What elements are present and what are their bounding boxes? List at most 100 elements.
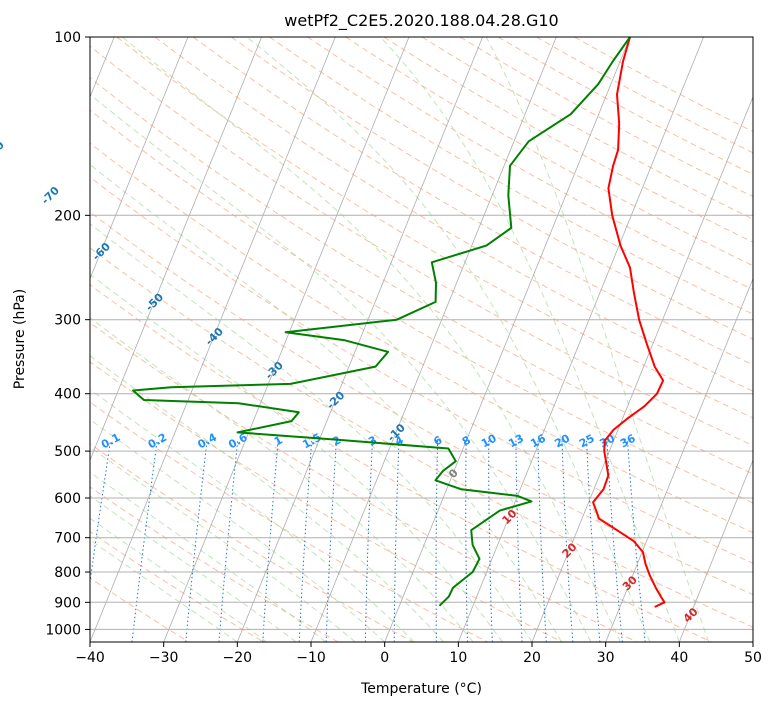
profiles <box>132 37 666 608</box>
y-axis-label: Pressure (hPa) <box>12 289 28 389</box>
mixing-ratio-line <box>218 440 239 642</box>
mixing-ratio-line <box>488 440 493 642</box>
dry-adiabat <box>231 37 753 340</box>
temperature-profile-line <box>592 37 666 608</box>
x-tick-label: 20 <box>523 650 541 666</box>
dry-adiabat <box>307 37 753 291</box>
mixing-ratio-label: 30 <box>597 432 617 451</box>
isotherm-label: -20 <box>324 388 347 411</box>
x-axis-ticks: −40 −30 −20 −10 0 10 20 30 40 50 <box>75 642 762 666</box>
dry-adiabat <box>90 531 264 642</box>
mixing-ratio-label: 10 <box>479 432 499 451</box>
isotherm-label: -50 <box>143 290 166 313</box>
mixing-ratio-label: 0.2 <box>146 431 169 452</box>
mixing-ratio-label: 0.4 <box>196 431 220 452</box>
y-tick-label: 400 <box>54 387 81 403</box>
dry-adiabat <box>90 401 488 642</box>
dry-adiabat <box>90 247 753 628</box>
background-lines <box>90 37 753 642</box>
mixing-ratio-label: 3 <box>366 434 379 449</box>
moist-adiabat <box>90 388 415 642</box>
x-tick-label: −20 <box>223 650 253 666</box>
dry-adiabat <box>90 284 712 642</box>
isotherm-line <box>90 37 336 642</box>
chart-title: wetPf2_C2E5.2020.188.04.28.G10 <box>284 11 558 31</box>
mixing-ratio-label: 36 <box>618 432 638 451</box>
isotherm-label: 0 <box>446 466 461 481</box>
dry-adiabat <box>154 37 753 392</box>
dry-adiabat <box>90 211 753 596</box>
isotherm-line <box>236 37 483 642</box>
x-tick-label: 10 <box>449 650 467 666</box>
dewpoint-profile-line <box>132 37 631 607</box>
mixing-ratio-label: 25 <box>577 432 597 451</box>
moist-adiabat <box>90 495 297 642</box>
isotherm-line <box>678 459 753 642</box>
mixing-ratio-labels: 0.1 0.2 0.4 0.6 1 1.5 2 3 4 6 8 10 13 16 20 25 30 36 <box>99 431 638 452</box>
mixing-ratio-line <box>185 440 208 642</box>
x-tick-label: 0 <box>380 650 389 666</box>
y-tick-label: 900 <box>54 595 81 611</box>
isotherm-label: -30 <box>263 359 286 382</box>
x-tick-label: 50 <box>744 650 762 666</box>
dry-adiabat <box>269 37 753 315</box>
dry-adiabat <box>90 142 753 534</box>
moist-adiabat <box>90 517 268 642</box>
isotherm-label: -40 <box>203 325 226 348</box>
isotherm-line <box>752 640 753 642</box>
dry-adiabat <box>90 109 753 504</box>
isotherm-line <box>310 37 557 642</box>
isotherm-label: -70 <box>39 184 62 207</box>
x-tick-label: 30 <box>597 650 615 666</box>
mixing-ratio-line <box>262 440 279 642</box>
isotherm-line <box>163 37 410 642</box>
dry-adiabat <box>192 37 753 366</box>
y-tick-label: 700 <box>54 531 81 547</box>
moist-adiabat <box>90 223 533 642</box>
mixing-ratio-line <box>537 440 547 642</box>
mixing-ratio-label: 13 <box>506 432 526 451</box>
moist-adiabat <box>90 273 503 642</box>
mixing-ratio-line <box>325 440 337 642</box>
mixing-ratio-line <box>90 440 111 586</box>
y-tick-label: 600 <box>54 491 81 507</box>
moist-adiabat <box>485 37 710 642</box>
mixing-ratio-line <box>465 440 468 642</box>
moist-adiabat <box>90 418 386 642</box>
y-tick-label: 100 <box>54 30 81 46</box>
moist-adiabat <box>90 539 238 642</box>
x-tick-label: −10 <box>296 650 326 666</box>
dry-adiabat <box>116 37 753 419</box>
mixing-ratio-label: 0.1 <box>99 431 122 452</box>
isotherm-label: -60 <box>90 240 113 263</box>
isotherm-line <box>90 37 262 462</box>
y-tick-label: 500 <box>54 444 81 460</box>
isotherm-label: -80 <box>0 138 7 161</box>
mixing-ratio-label: 6 <box>431 433 444 448</box>
moist-adiabat <box>380 37 680 642</box>
isotherm-label: 40 <box>681 605 701 625</box>
dry-adiabat <box>574 37 753 133</box>
moist-adiabat <box>90 446 356 642</box>
mixing-ratio-line <box>586 440 601 642</box>
dry-adiabat <box>90 45 753 447</box>
moist-adiabat <box>90 163 562 642</box>
isotherm-line <box>384 37 631 642</box>
y-tick-label: 1000 <box>45 622 81 638</box>
moist-adiabat <box>90 317 474 642</box>
mixing-ratio-label: 8 <box>460 434 473 449</box>
plot-frame <box>89 36 754 643</box>
isotherm-line <box>457 37 704 642</box>
pressure-gridlines <box>90 37 753 630</box>
moist-adiabat <box>122 37 621 642</box>
dry-adiabat <box>90 322 638 642</box>
mixing-ratio-label: 16 <box>528 432 548 451</box>
dry-adiabat <box>90 176 753 564</box>
mixing-ratio-line <box>131 440 158 642</box>
moist-adiabat <box>90 355 444 642</box>
x-tick-label: −30 <box>149 650 179 666</box>
x-axis-label: Temperature (°C) <box>360 681 482 697</box>
y-tick-label: 300 <box>54 313 81 329</box>
y-tick-label: 800 <box>54 565 81 581</box>
